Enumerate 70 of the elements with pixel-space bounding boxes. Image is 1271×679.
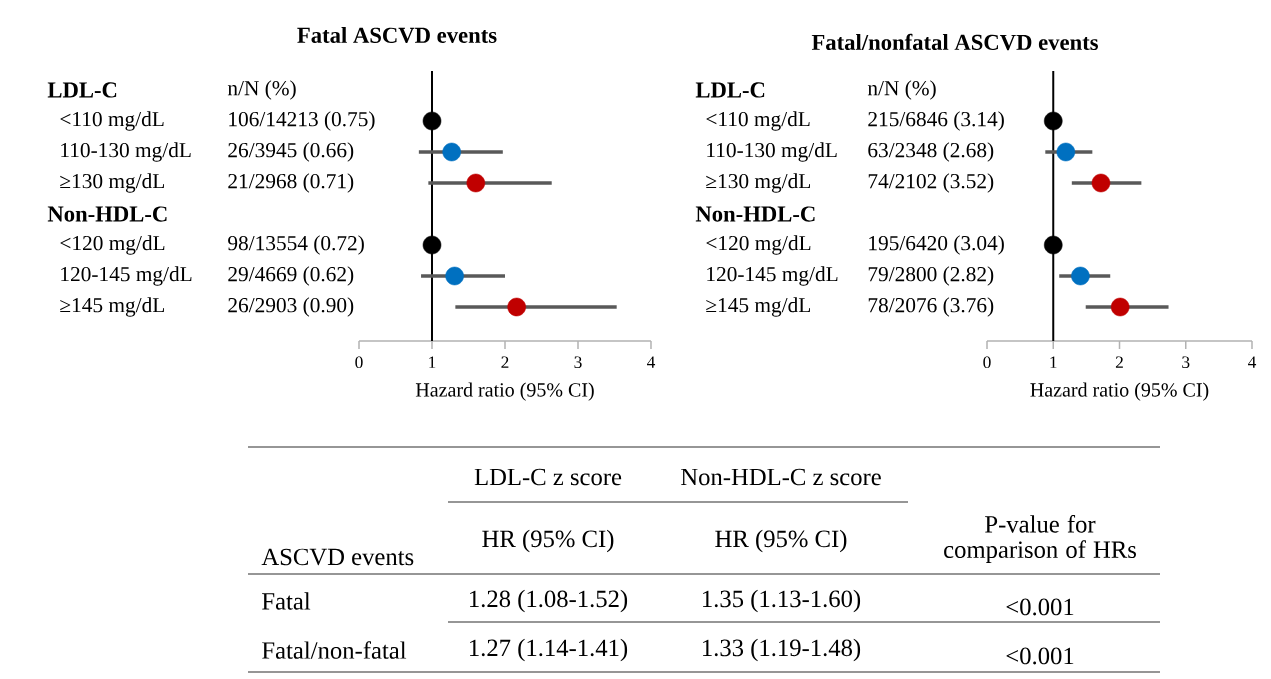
x-axis-title: Hazard ratio (95% CI) [1030, 382, 1209, 401]
annotation: 98/13554 (0.72) [228, 235, 364, 255]
category-label: <120 mg/dL [60, 235, 165, 255]
x-tick-label: 1 [1050, 356, 1057, 368]
category-label: ≥145 mg/dL [706, 297, 811, 317]
category-label: 120-145 mg/dL [61, 266, 192, 286]
category-label: HR (95% CI) [482, 529, 614, 553]
x-tick-label: 2 [1115, 356, 1123, 368]
text: <0.001 [1006, 647, 1074, 665]
text: 29/4669 (0.62) [228, 266, 354, 286]
category-label: Fatal [262, 592, 311, 610]
text: 26/3945 (0.66) [228, 142, 354, 162]
annotation: 79/2800 (2.82) [868, 266, 994, 286]
text: Non-HDL-C z score [681, 468, 881, 486]
point [445, 266, 464, 286]
text: n/N (%) [227, 80, 296, 100]
category-label: <110 mg/dL [60, 111, 164, 131]
category-label: Fatal/non-fatal [262, 641, 407, 659]
point [1043, 235, 1063, 255]
text: 1.33 (1.19-1.48) [703, 638, 861, 662]
category-label: ≥130 mg/dL [706, 173, 811, 193]
annotation: 78/2076 (3.76) [868, 297, 994, 317]
category-label: Non-HDL-C [695, 206, 815, 222]
category-label: 120-145 mg/dL [707, 266, 838, 286]
point [442, 142, 461, 162]
text: 1.35 (1.13-1.60) [703, 589, 861, 613]
point [422, 111, 442, 131]
x-tick-label: 4 [1248, 356, 1257, 368]
chart-title: Fatal ASCVD events [297, 26, 497, 44]
category-label: LDL-C [695, 82, 765, 98]
x-axis-title: Hazard ratio (95% CI) [415, 382, 594, 401]
category-label: ASCVD events [261, 548, 414, 566]
point [422, 235, 442, 255]
category-label: 110-130 mg/dL [61, 142, 191, 162]
chart-title: Fatal/nonfatal ASCVD events [811, 33, 1098, 51]
annotation: 106/14213 (0.75) [229, 111, 375, 131]
text: 1.28 (1.08-1.52) [470, 589, 628, 613]
text: 1.27 (1.14-1.41) [470, 638, 628, 662]
x-tick-label: 1 [429, 356, 436, 368]
text: n/N (%) [867, 80, 936, 100]
category-label: ≥145 mg/dL [60, 297, 165, 317]
x-tick-label: 0 [983, 356, 991, 369]
point [1091, 173, 1111, 193]
category-label: 110-130 mg/dL [707, 142, 837, 162]
annotation: 215/6846 (3.14) [868, 111, 1004, 131]
point [507, 297, 526, 317]
annotation: 74/2102 (3.52) [868, 173, 994, 193]
x-tick-label: 3 [1182, 356, 1190, 369]
x-tick-label: 3 [574, 356, 582, 369]
category-label: ≥130 mg/dL [60, 173, 165, 193]
point [466, 173, 486, 193]
text: LDL-C z score [474, 468, 622, 486]
text: 21/2968 (0.71) [228, 173, 354, 193]
point [1056, 142, 1076, 162]
category-label: P-value for comparison of HRs [944, 515, 1136, 563]
category-label: LDL-C [47, 82, 117, 98]
text: <0.001 [1006, 598, 1074, 616]
point [1043, 111, 1063, 131]
point [1110, 297, 1130, 317]
text: 26/2903 (0.90) [228, 297, 354, 317]
category-label: <120 mg/dL [706, 235, 811, 255]
point [1071, 266, 1090, 286]
x-tick-label: 4 [647, 356, 656, 368]
annotation: 195/6420 (3.04) [869, 235, 1004, 255]
annotation: 63/2348 (2.68) [868, 142, 994, 162]
x-tick-label: 0 [355, 356, 363, 369]
x-tick-label: 2 [501, 356, 509, 368]
category-label: <110 mg/dL [706, 111, 810, 131]
category-label: Non-HDL-C [47, 206, 167, 222]
category-label: HR (95% CI) [715, 529, 847, 553]
